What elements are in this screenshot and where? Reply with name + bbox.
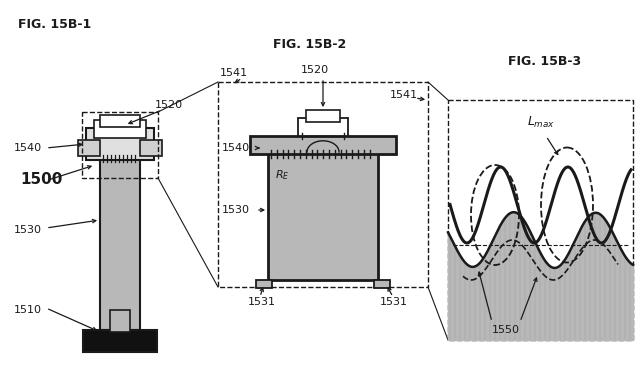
Bar	[94, 120, 146, 138]
Text: 1541: 1541	[220, 68, 248, 78]
Bar	[83, 330, 157, 352]
Bar	[78, 140, 100, 156]
Bar	[306, 110, 340, 122]
Text: 1520: 1520	[301, 65, 329, 75]
Bar	[140, 140, 162, 156]
Bar	[100, 115, 140, 127]
Text: 1510: 1510	[14, 305, 42, 315]
Bar	[100, 155, 140, 330]
Text: FIG. 15B-2: FIG. 15B-2	[273, 38, 347, 51]
Text: 1530: 1530	[14, 225, 42, 235]
Text: $R_E$: $R_E$	[275, 168, 290, 182]
Text: 1520: 1520	[155, 100, 183, 110]
Text: 1550: 1550	[492, 325, 520, 335]
Bar	[448, 100, 633, 340]
Text: 1541: 1541	[390, 90, 418, 100]
Bar	[268, 150, 378, 280]
Text: 1500: 1500	[20, 173, 62, 188]
Text: $L_{max}$: $L_{max}$	[527, 115, 555, 130]
Bar	[250, 136, 396, 154]
Bar	[298, 118, 348, 136]
Bar	[86, 128, 154, 160]
Bar	[218, 82, 428, 287]
Text: 1531: 1531	[248, 297, 276, 307]
Bar	[256, 280, 272, 288]
Text: FIG. 15B-1: FIG. 15B-1	[19, 18, 92, 31]
Text: 1531: 1531	[380, 297, 408, 307]
Bar	[374, 280, 390, 288]
Bar	[82, 112, 158, 178]
Text: FIG. 15B-3: FIG. 15B-3	[508, 55, 582, 68]
Bar	[110, 310, 130, 332]
Text: 1540: 1540	[222, 143, 250, 153]
Text: 1530: 1530	[222, 205, 250, 215]
Text: 1540: 1540	[14, 143, 42, 153]
